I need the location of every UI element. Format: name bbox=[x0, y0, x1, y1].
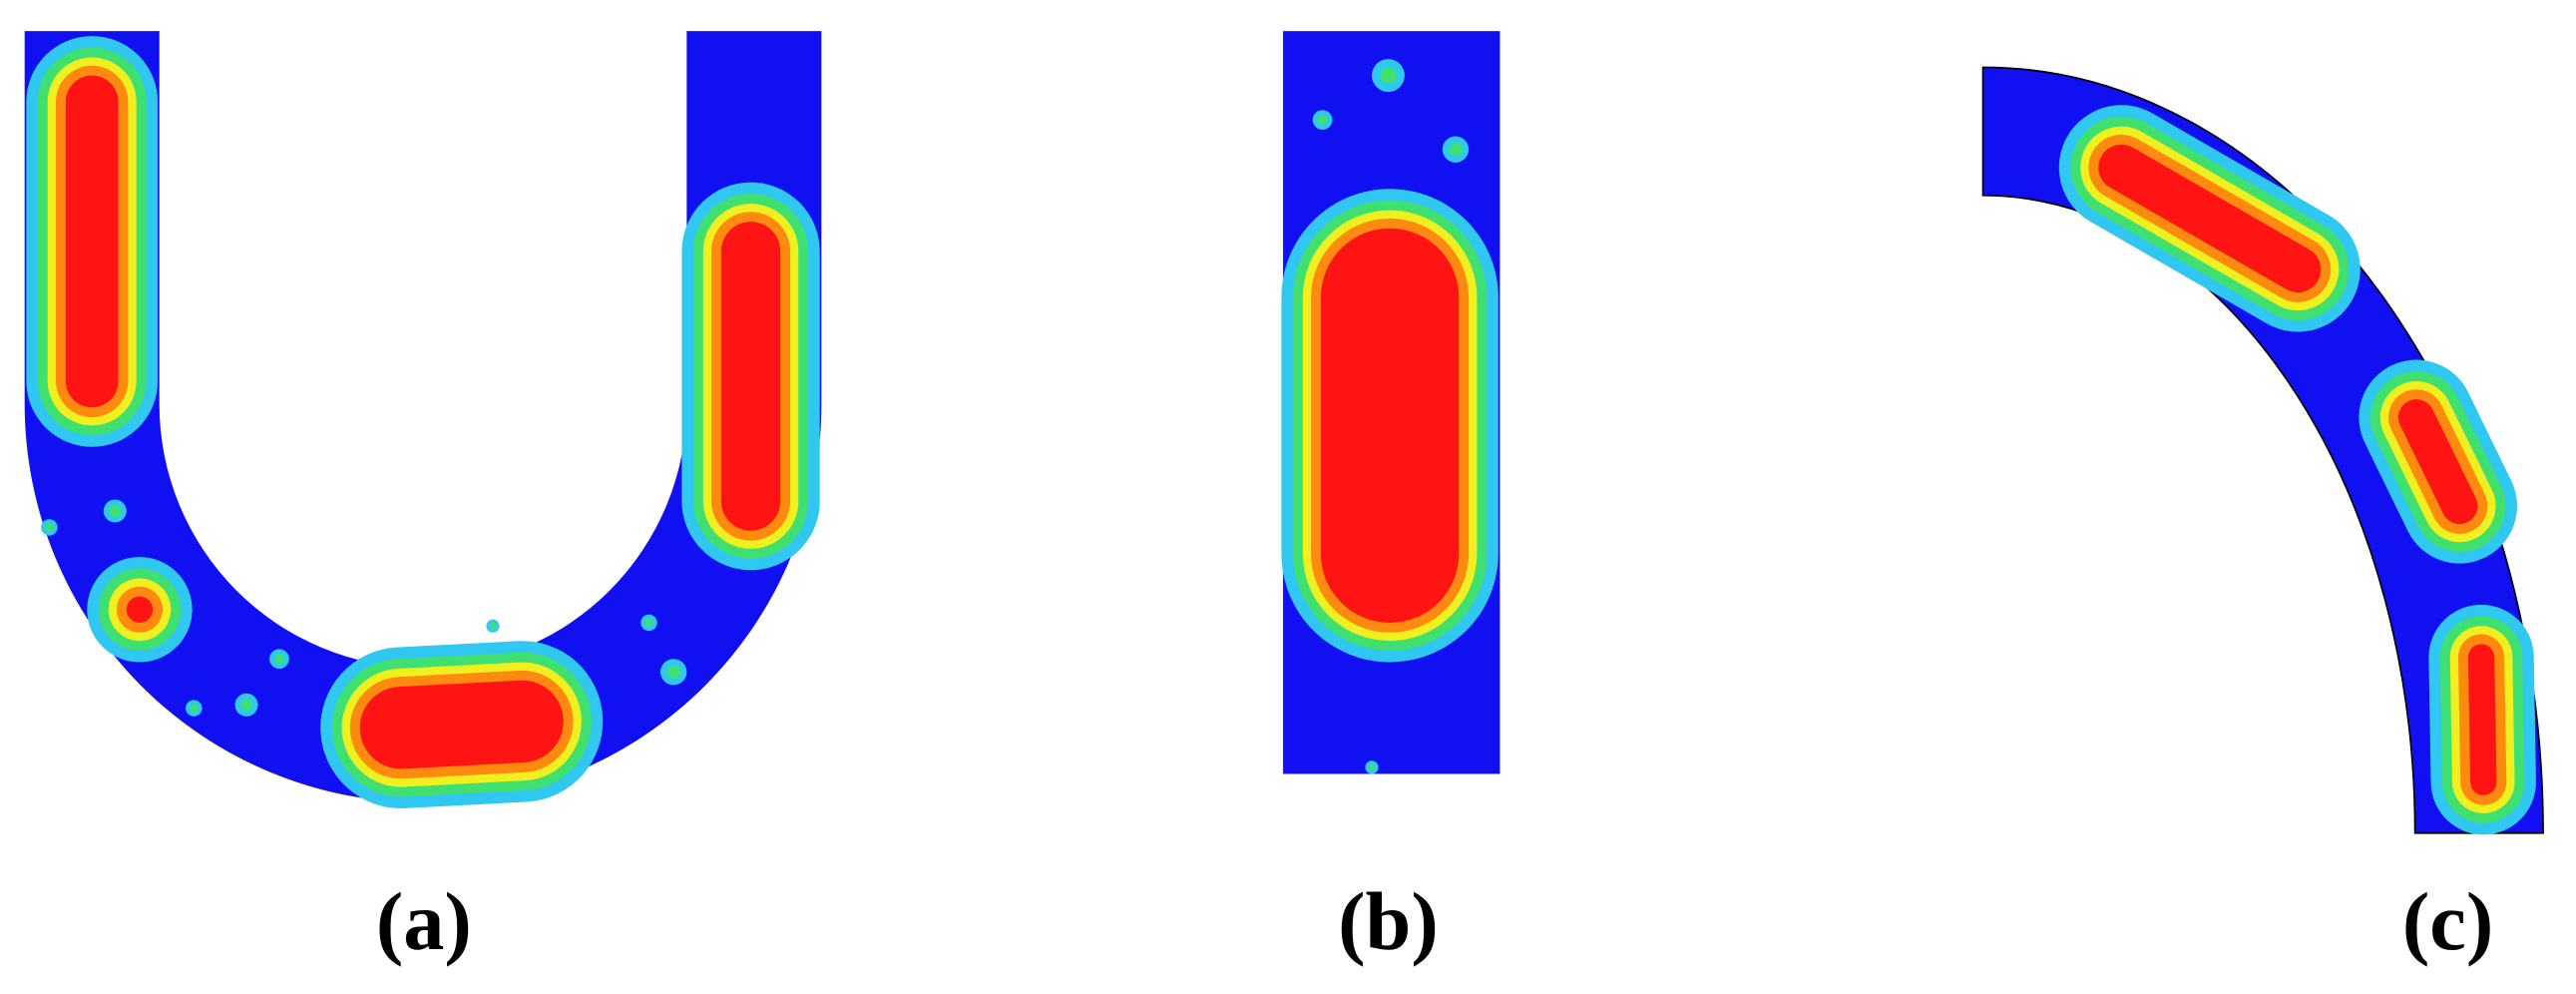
droplet-layer bbox=[2397, 399, 2478, 525]
satellite-core bbox=[273, 654, 284, 665]
droplet bbox=[2428, 604, 2536, 835]
panel-a bbox=[24, 31, 822, 808]
panel-label: (c) bbox=[2402, 876, 2493, 967]
droplet bbox=[2359, 359, 2517, 564]
panel-label: (a) bbox=[376, 876, 472, 967]
droplet-layer bbox=[2467, 644, 2497, 795]
satellite-core bbox=[489, 622, 497, 630]
satellite-core bbox=[240, 699, 252, 712]
droplet-layer bbox=[1320, 228, 1460, 623]
satellite-core bbox=[1449, 143, 1463, 157]
satellite-core bbox=[1368, 763, 1376, 771]
satellite-core bbox=[644, 618, 653, 628]
droplet bbox=[320, 641, 604, 808]
droplet bbox=[2058, 105, 2361, 332]
u-channel bbox=[24, 31, 822, 803]
satellite-core bbox=[1317, 115, 1328, 126]
droplet-layer bbox=[359, 680, 564, 769]
panel-b bbox=[1281, 31, 1501, 774]
satellite-core bbox=[190, 704, 199, 713]
droplet bbox=[87, 557, 193, 663]
droplet-layer bbox=[2098, 144, 2322, 292]
satellite-core bbox=[45, 523, 54, 532]
droplet-layer bbox=[126, 596, 154, 623]
droplet bbox=[1281, 189, 1499, 663]
droplet bbox=[681, 182, 820, 571]
satellite-core bbox=[109, 505, 122, 517]
droplet-layer bbox=[720, 222, 781, 531]
droplet bbox=[26, 36, 159, 447]
panel-label: (b) bbox=[1338, 876, 1439, 967]
satellite-core bbox=[1380, 67, 1397, 84]
panel-c bbox=[1981, 66, 2544, 835]
droplet-layer bbox=[65, 75, 119, 408]
satellite-core bbox=[666, 665, 680, 679]
